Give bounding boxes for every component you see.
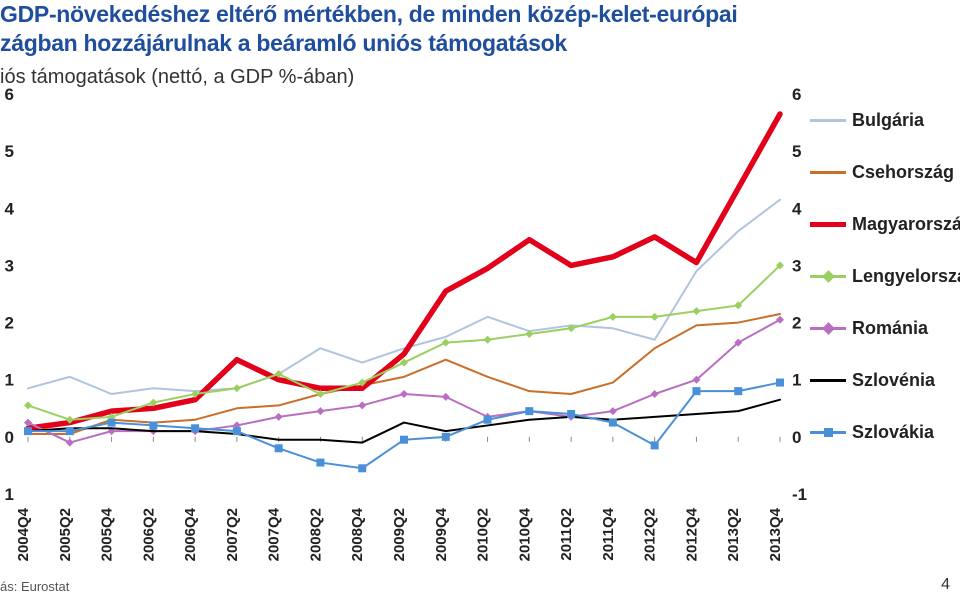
svg-text:2008Q2: 2008Q2 — [307, 508, 324, 561]
svg-text:3: 3 — [792, 256, 801, 275]
legend-item: Bulgária — [810, 110, 960, 130]
svg-text:2013Q4: 2013Q4 — [767, 507, 784, 561]
svg-text:5: 5 — [5, 142, 14, 161]
legend-swatch — [810, 327, 846, 330]
svg-text:2007Q4: 2007Q4 — [266, 507, 283, 561]
svg-text:0: 0 — [5, 428, 14, 447]
svg-text:-1: -1 — [792, 485, 807, 504]
svg-text:1: 1 — [5, 485, 14, 504]
svg-text:5: 5 — [792, 142, 801, 161]
svg-text:1: 1 — [792, 371, 801, 390]
svg-text:2010Q4: 2010Q4 — [516, 507, 533, 561]
chart-title: GDP-növekedéshez eltérő mértékben, de mi… — [0, 0, 960, 62]
svg-text:4: 4 — [792, 199, 802, 218]
svg-text:2004Q4: 2004Q4 — [15, 507, 32, 561]
svg-text:2007Q2: 2007Q2 — [224, 508, 241, 561]
legend-label: Magyarország — [852, 214, 960, 235]
title-line-1: GDP-növekedéshez eltérő mértékben, de mi… — [0, 1, 737, 27]
svg-text:2: 2 — [5, 314, 14, 333]
legend-swatch — [810, 431, 846, 434]
chart-svg: 1 0 1 2 3 4 5 6 -1 0 1 2 3 4 5 6 2004Q4 2005Q2 2005Q4 2006Q… — [0, 86, 820, 566]
legend-item: Szlovákia — [810, 422, 960, 442]
title-line-2: zágban hozzájárulnak a beáramló uniós tá… — [0, 30, 567, 56]
legend-swatch — [810, 171, 846, 174]
svg-text:0: 0 — [792, 428, 801, 447]
svg-text:2006Q2: 2006Q2 — [140, 508, 157, 561]
svg-text:4: 4 — [5, 199, 15, 218]
legend-item: Szlovénia — [810, 370, 960, 390]
svg-text:2006Q4: 2006Q4 — [182, 507, 199, 561]
source-label: ás: Eurostat — [0, 579, 69, 594]
line-chart: 1 0 1 2 3 4 5 6 -1 0 1 2 3 4 5 6 2004Q4 2005Q2 2005Q4 2006Q… — [0, 86, 820, 566]
legend-swatch — [810, 119, 846, 122]
legend-label: Bulgária — [852, 110, 924, 131]
svg-text:2011Q4: 2011Q4 — [600, 507, 617, 560]
chart-legend: Bulgária Csehország Magyarország Lengyelors… — [810, 110, 960, 474]
chart-subtitle: iós támogatások (nettó, a GDP %-ában) — [0, 62, 960, 89]
legend-label: Szlovákia — [852, 422, 934, 443]
legend-swatch — [810, 379, 846, 382]
svg-text:2012Q2: 2012Q2 — [642, 508, 659, 561]
legend-item: Lengyelország — [810, 266, 960, 286]
svg-text:3: 3 — [5, 256, 14, 275]
svg-text:1: 1 — [5, 371, 14, 390]
legend-item: Csehország — [810, 162, 960, 182]
svg-text:2012Q4: 2012Q4 — [683, 507, 700, 561]
svg-text:2005Q4: 2005Q4 — [99, 507, 116, 561]
legend-label: Szlovénia — [852, 370, 935, 391]
svg-text:2009Q2: 2009Q2 — [391, 508, 408, 561]
legend-swatch — [810, 275, 846, 278]
svg-text:2011Q2: 2011Q2 — [558, 508, 575, 561]
svg-text:2: 2 — [792, 314, 801, 333]
svg-text:2008Q4: 2008Q4 — [349, 507, 366, 561]
legend-item: Románia — [810, 318, 960, 338]
page-number: 4 — [941, 576, 950, 594]
legend-label: Románia — [852, 318, 928, 339]
svg-text:2010Q2: 2010Q2 — [475, 508, 492, 561]
legend-item: Magyarország — [810, 214, 960, 234]
svg-text:6: 6 — [792, 86, 801, 104]
svg-text:2005Q2: 2005Q2 — [57, 508, 74, 561]
svg-text:2013Q2: 2013Q2 — [725, 508, 742, 561]
svg-text:2009Q4: 2009Q4 — [433, 507, 450, 561]
legend-swatch — [810, 222, 846, 227]
legend-label: Csehország — [852, 162, 954, 183]
legend-label: Lengyelország — [852, 266, 960, 287]
svg-text:6: 6 — [5, 86, 14, 104]
